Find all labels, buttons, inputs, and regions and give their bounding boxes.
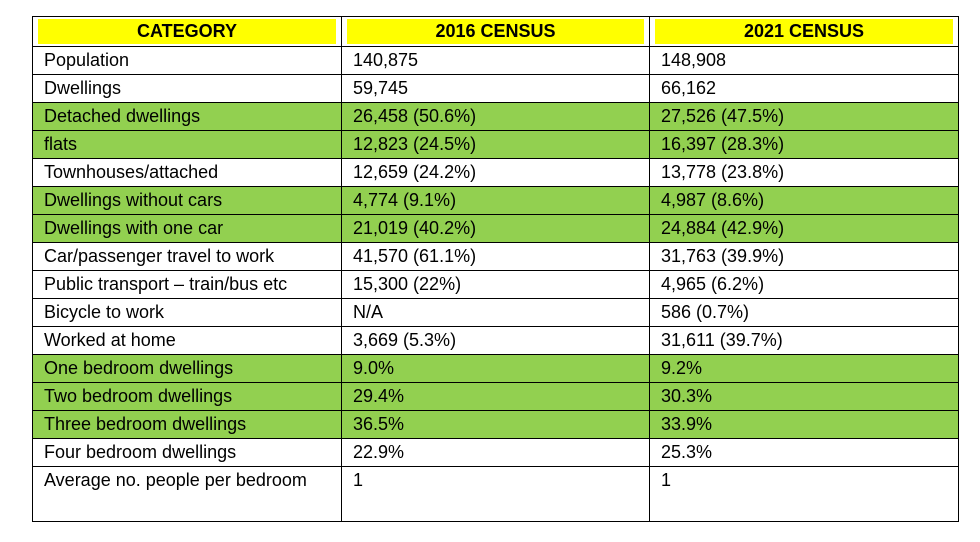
cell-2016-value: 22.9%	[341, 438, 650, 467]
cell-category: Two bedroom dwellings	[32, 382, 342, 411]
cell-2021-value: 586 (0.7%)	[649, 298, 959, 327]
table-row: Dwellings 59,745 66,162	[32, 74, 959, 103]
cell-category: Detached dwellings	[32, 102, 342, 131]
cell-category: One bedroom dwellings	[32, 354, 342, 383]
table-row: Public transport – train/bus etc 15,300 (…	[32, 270, 959, 299]
cell-2016-value: 41,570 (61.1%)	[341, 242, 650, 271]
cell-2021-value: 31,611 (39.7%)	[649, 326, 959, 355]
table-row: Two bedroom dwellings 29.4% 30.3%	[32, 382, 959, 411]
cell-2016-value: 4,774 (9.1%)	[341, 186, 650, 215]
table-row: Four bedroom dwellings 22.9% 25.3%	[32, 438, 959, 467]
cell-2016-value: 26,458 (50.6%)	[341, 102, 650, 131]
table-row: Three bedroom dwellings 36.5% 33.9%	[32, 410, 959, 439]
table-row: Dwellings with one car 21,019 (40.2%) 24,8…	[32, 214, 959, 243]
cell-2021-value: 148,908	[649, 46, 959, 75]
cell-2016-value: 59,745	[341, 74, 650, 103]
census-table-container: CATEGORY 2016 CENSUS 2021 CENSUS Populat…	[32, 16, 959, 522]
cell-2021-value: 33.9%	[649, 410, 959, 439]
table-row: Detached dwellings 26,458 (50.6%) 27,526 (…	[32, 102, 959, 131]
cell-2021-value: 24,884 (42.9%)	[649, 214, 959, 243]
cell-2021-value: 30.3%	[649, 382, 959, 411]
census-comparison-table: CATEGORY 2016 CENSUS 2021 CENSUS Populat…	[32, 16, 959, 522]
cell-2021-value: 27,526 (47.5%)	[649, 102, 959, 131]
cell-category: Worked at home	[32, 326, 342, 355]
cell-2021-value: 31,763 (39.9%)	[649, 242, 959, 271]
cell-2016-value: 36.5%	[341, 410, 650, 439]
table-header-row: CATEGORY 2016 CENSUS 2021 CENSUS	[32, 16, 959, 47]
header-category-label: CATEGORY	[38, 19, 336, 44]
table-body: Population 140,875 148,908 Dwellings 59,745 6…	[32, 46, 959, 522]
table-row: Average no. people per bedroom 1 1	[32, 466, 959, 522]
table-row: Car/passenger travel to work 41,570 (61.1…	[32, 242, 959, 271]
cell-2016-value: 1	[341, 466, 650, 522]
table-row: flats 12,823 (24.5%) 16,397 (28.3%)	[32, 130, 959, 159]
cell-2021-value: 4,965 (6.2%)	[649, 270, 959, 299]
cell-2016-value: N/A	[341, 298, 650, 327]
cell-category: flats	[32, 130, 342, 159]
header-category: CATEGORY	[32, 16, 342, 47]
cell-2021-value: 1	[649, 466, 959, 522]
cell-category: Three bedroom dwellings	[32, 410, 342, 439]
header-2016-census: 2016 CENSUS	[341, 16, 650, 47]
cell-2021-value: 13,778 (23.8%)	[649, 158, 959, 187]
cell-category: Dwellings without cars	[32, 186, 342, 215]
table-row: Dwellings without cars 4,774 (9.1%) 4,987 …	[32, 186, 959, 215]
cell-2016-value: 12,823 (24.5%)	[341, 130, 650, 159]
cell-2016-value: 12,659 (24.2%)	[341, 158, 650, 187]
header-2016-label: 2016 CENSUS	[347, 19, 644, 44]
cell-category: Dwellings with one car	[32, 214, 342, 243]
cell-2016-value: 140,875	[341, 46, 650, 75]
cell-2016-value: 9.0%	[341, 354, 650, 383]
table-row: Bicycle to work N/A 586 (0.7%)	[32, 298, 959, 327]
table-row: Population 140,875 148,908	[32, 46, 959, 75]
cell-category: Population	[32, 46, 342, 75]
cell-2016-value: 21,019 (40.2%)	[341, 214, 650, 243]
header-2021-census: 2021 CENSUS	[649, 16, 959, 47]
table-row: Worked at home 3,669 (5.3%) 31,611 (39.7%)	[32, 326, 959, 355]
cell-2021-value: 25.3%	[649, 438, 959, 467]
cell-2021-value: 66,162	[649, 74, 959, 103]
cell-2021-value: 16,397 (28.3%)	[649, 130, 959, 159]
cell-category: Townhouses/attached	[32, 158, 342, 187]
table-row: One bedroom dwellings 9.0% 9.2%	[32, 354, 959, 383]
cell-category: Average no. people per bedroom	[32, 466, 342, 522]
cell-2021-value: 9.2%	[649, 354, 959, 383]
cell-category: Bicycle to work	[32, 298, 342, 327]
table-row: Townhouses/attached 12,659 (24.2%) 13,778 …	[32, 158, 959, 187]
cell-2021-value: 4,987 (8.6%)	[649, 186, 959, 215]
header-2021-label: 2021 CENSUS	[655, 19, 953, 44]
cell-category: Public transport – train/bus etc	[32, 270, 342, 299]
cell-category: Four bedroom dwellings	[32, 438, 342, 467]
cell-2016-value: 15,300 (22%)	[341, 270, 650, 299]
cell-category: Dwellings	[32, 74, 342, 103]
cell-category: Car/passenger travel to work	[32, 242, 342, 271]
cell-2016-value: 3,669 (5.3%)	[341, 326, 650, 355]
cell-2016-value: 29.4%	[341, 382, 650, 411]
